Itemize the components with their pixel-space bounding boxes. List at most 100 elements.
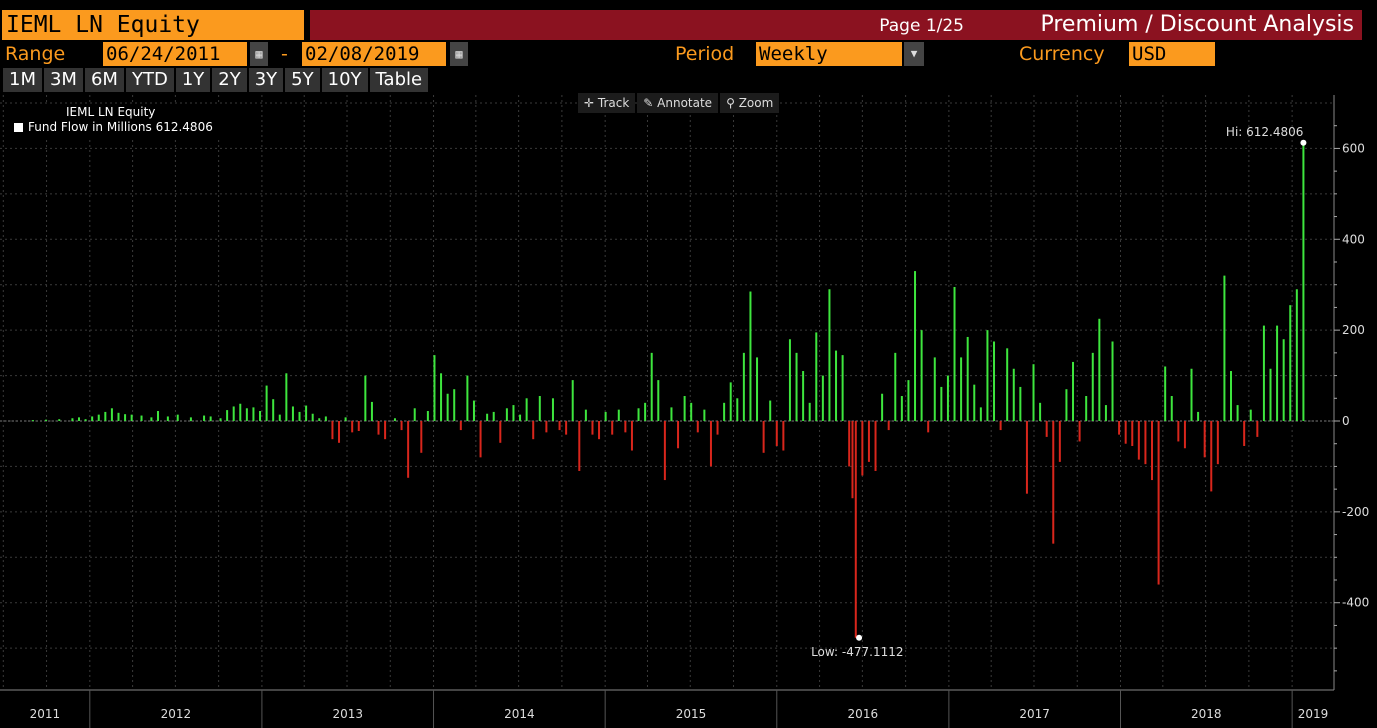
start-date-input[interactable]: 06/24/2011 [103, 42, 247, 66]
flow-bar [407, 421, 410, 478]
flow-bar [1104, 405, 1107, 421]
flow-bar [150, 417, 153, 421]
flow-bar [453, 389, 456, 421]
track-label: Track [597, 96, 630, 110]
tab-3y[interactable]: 3Y [248, 68, 284, 92]
year-label: 2017 [1019, 707, 1050, 721]
tab-5y[interactable]: 5Y [285, 68, 320, 92]
chevron-down-icon[interactable]: ▼ [904, 42, 924, 66]
flow-bar [291, 406, 294, 421]
flow-bar [472, 400, 475, 421]
flow-bar [338, 421, 341, 443]
flow-bar [433, 355, 436, 421]
flow-bar [384, 421, 387, 440]
annotate-button[interactable]: ✎ Annotate [637, 93, 719, 113]
flow-bar [377, 421, 380, 435]
flow-bar [58, 419, 61, 421]
flow-bar [311, 413, 314, 421]
flow-bar [426, 411, 429, 421]
flow-bar [1019, 386, 1022, 421]
flow-bar [756, 357, 759, 421]
flow-bar [305, 405, 308, 421]
flow-bar [1256, 421, 1259, 437]
flow-bar [696, 421, 699, 433]
tab-3m[interactable]: 3M [43, 68, 83, 92]
flow-bar [1091, 352, 1094, 421]
flow-bar [1144, 421, 1147, 465]
flow-bar [953, 286, 956, 421]
flow-bar [736, 398, 739, 421]
tab-ytd[interactable]: YTD [125, 68, 174, 92]
flow-bar [278, 414, 281, 421]
flow-bar [591, 421, 594, 435]
flow-bar [835, 350, 838, 421]
ticker-field[interactable]: IEML LN Equity [2, 10, 304, 40]
annotate-label: Annotate [657, 96, 713, 110]
flow-bar [357, 421, 360, 431]
pencil-icon: ✎ [643, 96, 658, 110]
flow-bar [1039, 402, 1042, 421]
flow-bar [815, 332, 818, 421]
tab-1m[interactable]: 1M [3, 68, 42, 92]
flow-bar [1230, 371, 1233, 421]
flow-bar [110, 408, 113, 421]
magnifier-icon: ⚲ [726, 96, 739, 110]
flow-bar [848, 421, 851, 467]
flow-bar [1249, 409, 1252, 421]
flow-bar [538, 396, 541, 421]
page-indicator[interactable]: Page 1/25 [879, 16, 964, 36]
low-marker [856, 634, 863, 641]
flow-bar [1032, 364, 1035, 421]
flow-bar [532, 421, 535, 440]
end-date-input[interactable]: 02/08/2019 [302, 42, 446, 66]
calendar-icon[interactable]: ▦ [450, 42, 468, 66]
flow-bar [331, 421, 334, 440]
flow-bar [617, 409, 620, 421]
flow-bar [1131, 421, 1134, 446]
flow-bar [140, 415, 143, 421]
flow-bar [1124, 421, 1127, 444]
tab-table[interactable]: Table [369, 68, 429, 92]
tab-2y[interactable]: 2Y [212, 68, 247, 92]
track-button[interactable]: ✛ Track [578, 93, 636, 113]
flow-bar [265, 385, 268, 421]
chart-toolbar: ✛ Track ✎ Annotate ⚲ Zoom [578, 93, 781, 113]
flow-bar [1170, 396, 1173, 421]
zoom-button[interactable]: ⚲ Zoom [720, 93, 780, 113]
flow-bar [226, 410, 229, 421]
flow-bar [1078, 421, 1081, 442]
flow-bar [1197, 411, 1200, 421]
flow-bar [245, 408, 248, 421]
flow-bar [1164, 366, 1167, 421]
flow-bar [657, 380, 660, 421]
flow-bar [683, 396, 686, 421]
tab-6m[interactable]: 6M [84, 68, 124, 92]
flow-bar [663, 421, 666, 481]
flow-bar [1236, 405, 1239, 421]
flow-bar [499, 421, 502, 443]
flow-bar [1072, 361, 1075, 421]
tab-1y[interactable]: 1Y [175, 68, 211, 92]
flow-bar [1098, 318, 1101, 421]
flow-bar [1243, 421, 1246, 446]
flow-bar [821, 375, 824, 421]
flow-bar [690, 402, 693, 421]
currency-input[interactable]: USD [1129, 42, 1215, 66]
flow-bar [239, 403, 242, 421]
flow-bar [611, 421, 614, 435]
tab-10y[interactable]: 10Y [321, 68, 368, 92]
flow-bar [1269, 368, 1272, 421]
flow-bar [492, 411, 495, 421]
flow-bar [973, 384, 976, 421]
date-separator: - [281, 43, 288, 65]
flow-bar [828, 289, 831, 421]
flow-bar [519, 414, 522, 421]
flow-bar [630, 421, 633, 451]
flow-bar [782, 421, 785, 451]
period-select[interactable]: Weekly [756, 42, 902, 66]
calendar-icon[interactable]: ▦ [250, 42, 268, 66]
flow-bar [413, 408, 416, 421]
flow-bar [486, 413, 489, 421]
flow-bar [440, 373, 443, 421]
